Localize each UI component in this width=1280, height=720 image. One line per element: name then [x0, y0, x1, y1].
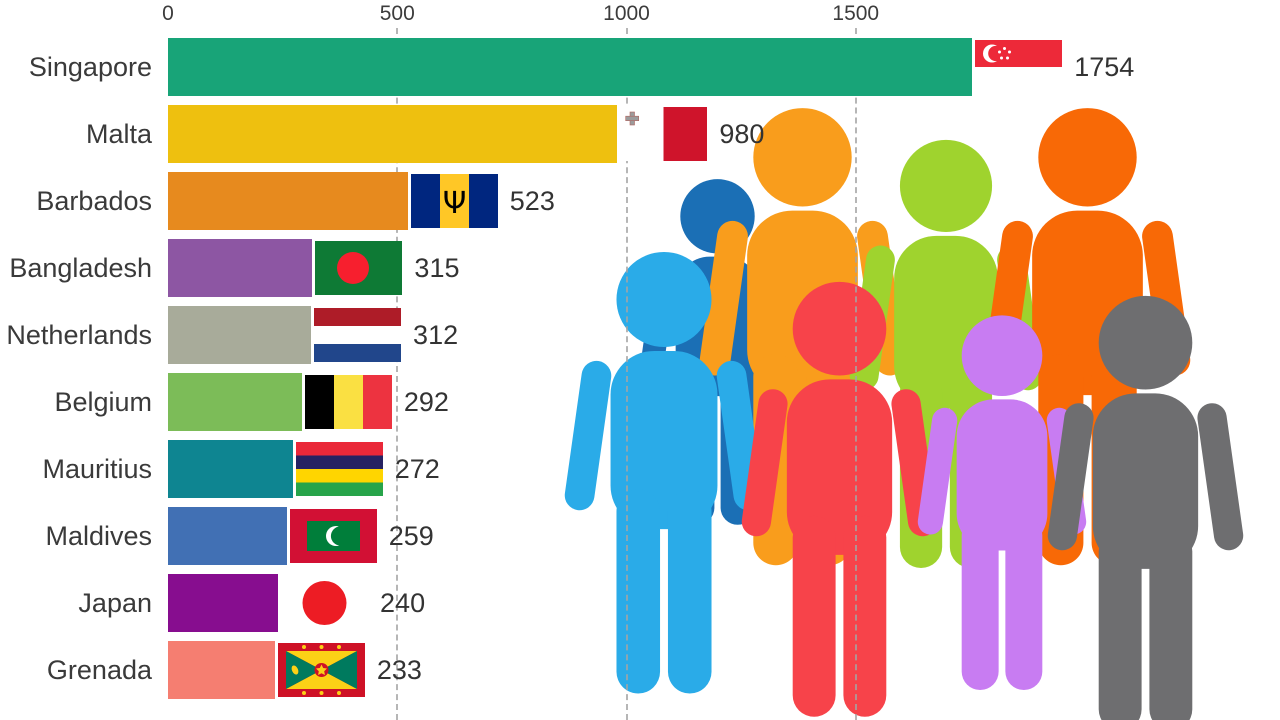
country-label: Barbados: [36, 186, 152, 216]
value-label: 980: [719, 119, 765, 149]
flag-grenada-icon: [277, 643, 365, 697]
value-label: 312: [413, 320, 459, 350]
flag-mauritius-icon: [295, 442, 383, 496]
flag-singapore-icon: [975, 40, 1063, 94]
flag-japan-icon: [281, 576, 369, 630]
value-label: 233: [376, 655, 422, 685]
bar: [168, 574, 279, 632]
chart-row-maldives: Maldives 259: [0, 507, 1280, 565]
gridline-500: [396, 28, 399, 720]
gridline-1500: [854, 28, 857, 720]
value-label: 292: [403, 387, 449, 417]
country-label: Malta: [85, 119, 152, 149]
flag-bangladesh-icon: [315, 241, 403, 295]
chart-row-grenada: Grenada 233: [0, 641, 1280, 699]
chart-row-belgium: Belgium 292: [0, 373, 1280, 431]
chart-row-japan: Japan 240: [0, 574, 1280, 632]
value-label: 272: [394, 454, 440, 484]
chart-row-bangladesh: Bangladesh 315: [0, 239, 1280, 297]
country-label: Japan: [78, 588, 152, 618]
bar: [168, 306, 312, 364]
country-label: Singapore: [28, 52, 152, 82]
flag-netherlands-icon: [314, 308, 402, 362]
chart-row-barbados: Barbados Ψ 523: [0, 172, 1280, 230]
country-label: Netherlands: [6, 320, 152, 350]
svg-text:Ψ: Ψ: [442, 186, 466, 221]
flag-barbados-icon: Ψ: [410, 174, 498, 228]
flag-malta-icon: [620, 107, 708, 161]
flag-belgium-icon: [304, 375, 392, 429]
country-label: Bangladesh: [9, 253, 152, 283]
value-label: 315: [414, 253, 460, 283]
bar: [168, 172, 408, 230]
bar: [168, 373, 302, 431]
bar: [168, 239, 313, 297]
x-axis: 0 500 1000 1500: [0, 0, 1280, 30]
bar: [168, 507, 287, 565]
bar: [168, 440, 293, 498]
flag-maldives-icon: [289, 509, 377, 563]
country-label: Mauritius: [42, 454, 152, 484]
x-tick-500: 500: [379, 2, 415, 25]
value-label: 1754: [1074, 52, 1135, 82]
country-label: Belgium: [54, 387, 152, 417]
value-label: 523: [509, 186, 555, 216]
value-label: 240: [380, 588, 426, 618]
x-tick-1500: 1500: [832, 2, 880, 25]
chart-row-malta: Malta 980: [0, 105, 1280, 163]
country-label: Maldives: [45, 521, 152, 551]
chart-row-singapore: Singapore 1754: [0, 38, 1280, 96]
bar: [168, 105, 618, 163]
country-label: Grenada: [46, 655, 152, 685]
bar: [168, 641, 275, 699]
bar: [168, 38, 973, 96]
x-tick-1000: 1000: [603, 2, 650, 25]
x-tick-0: 0: [162, 2, 174, 25]
chart-row-netherlands: Netherlands 312: [0, 306, 1280, 364]
value-label: 259: [388, 521, 434, 551]
chart-row-mauritius: Mauritius 272: [0, 440, 1280, 498]
gridline-1000: [625, 28, 628, 720]
